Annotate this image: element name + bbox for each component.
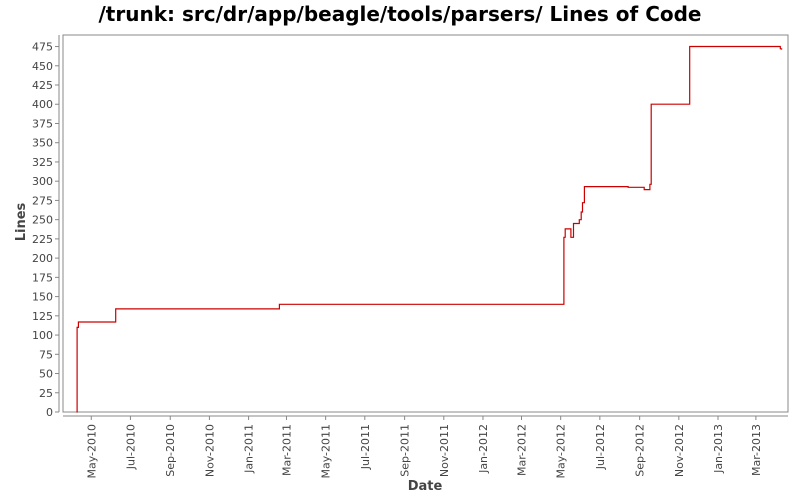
x-tick-label: Sep-2011 [399,424,412,477]
y-tick-label: 475 [32,41,53,54]
chart-title: /trunk: src/dr/app/beagle/tools/parsers/… [98,2,702,26]
x-tick-label: Mar-2011 [280,424,293,476]
y-tick-label: 325 [32,156,53,169]
x-tick-label: May-2011 [320,424,333,479]
y-tick-label: 375 [32,117,53,130]
y-tick-label: 200 [32,252,53,265]
plot-area [62,34,789,413]
y-tick-label: 425 [32,79,53,92]
y-tick-label: 75 [39,348,53,361]
x-tick-label: May-2010 [85,424,98,479]
y-tick-label: 225 [32,233,53,246]
x-tick-label: Jul-2010 [124,424,137,470]
y-tick-label: 0 [46,406,53,419]
x-tick-label: Nov-2011 [438,424,451,477]
x-tick-label: Jan-2013 [712,424,725,474]
series-line [76,45,783,413]
series-layer [76,45,783,413]
x-tick-label: Mar-2012 [516,424,529,476]
x-tick-label: Mar-2013 [750,424,763,476]
x-tick-label: Jul-2011 [359,424,372,470]
y-tick-label: 275 [32,194,53,207]
x-tick-label: Jan-2012 [477,424,490,474]
y-tick-label: 400 [32,98,53,111]
y-tick-label: 175 [32,271,53,284]
x-tick-label: Sep-2010 [164,424,177,477]
y-tick-label: 125 [32,310,53,323]
x-tick-label: Sep-2012 [634,424,647,477]
y-tick-label: 350 [32,137,53,150]
y-tick-label: 450 [32,60,53,73]
y-tick-label: 100 [32,329,53,342]
x-tick-label: Jul-2012 [594,424,607,470]
y-tick-label: 250 [32,214,53,227]
y-axis-title: Lines [14,202,29,241]
x-tick-label: Nov-2012 [673,424,686,477]
x-tick-label: May-2012 [555,424,568,479]
x-tick-label: Jan-2011 [243,424,256,474]
x-axis: May-2010 Jul-2010 Sep-2010 Nov-2010 Jan-2011… [63,415,788,479]
y-axis: 0 25 50 75 100 125 150 175 200 225 250 275 300 325 350… [32,35,60,419]
y-tick-label: 25 [39,387,53,400]
x-tick-label: Nov-2010 [203,424,216,477]
y-tick-label: 150 [32,291,53,304]
x-axis-title: Date [408,479,443,494]
y-tick-label: 50 [39,368,53,381]
y-tick-label: 300 [32,175,53,188]
